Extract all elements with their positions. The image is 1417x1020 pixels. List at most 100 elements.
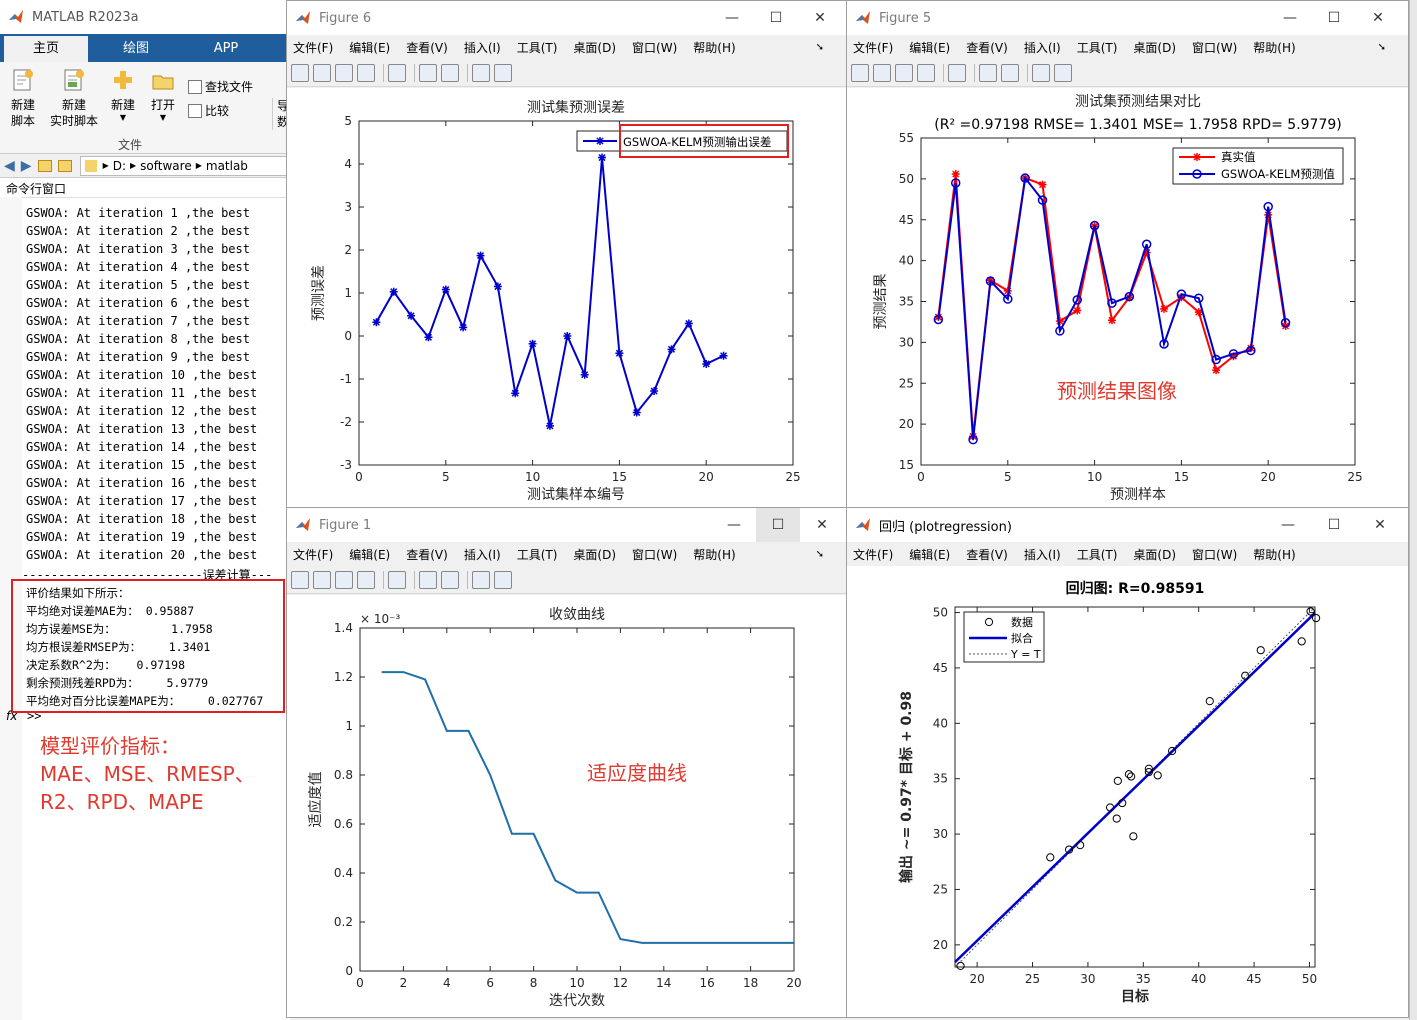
new-figure-icon[interactable] <box>291 570 309 589</box>
print-icon[interactable] <box>357 63 375 82</box>
open-button[interactable]: 打开 ▼ <box>146 68 180 122</box>
property-editor-icon[interactable] <box>494 63 512 82</box>
menu-window[interactable]: 窗口(W) <box>632 547 678 562</box>
path-box[interactable]: ▶ D: ▶ software ▶ matlab <box>79 155 290 176</box>
close-icon[interactable]: ✕ <box>1372 10 1384 26</box>
menu-tools[interactable]: 工具(T) <box>1076 40 1118 55</box>
menu-insert[interactable]: 插入(I) <box>463 40 501 55</box>
menu-desktop[interactable]: 桌面(D) <box>573 40 617 55</box>
menu-window[interactable]: 窗口(W) <box>1192 40 1238 55</box>
close-icon[interactable]: ✕ <box>816 517 828 533</box>
legend-icon[interactable] <box>1001 63 1019 82</box>
chevron-down-icon[interactable]: ➘ <box>1377 41 1386 53</box>
menu-insert[interactable]: 插入(I) <box>463 547 501 562</box>
find-files-button[interactable]: 查找文件 <box>188 78 253 95</box>
menu-desktop[interactable]: 桌面(D) <box>573 547 617 562</box>
true-point <box>951 169 960 178</box>
save-icon[interactable] <box>335 570 353 589</box>
pointer-icon[interactable] <box>472 570 490 589</box>
menu-window[interactable]: 窗口(W) <box>1192 547 1238 562</box>
true-point <box>1073 306 1082 315</box>
menu-file[interactable]: 文件(F) <box>293 40 334 55</box>
maximize-icon[interactable]: ☐ <box>769 10 783 26</box>
colorbar-icon[interactable] <box>419 570 437 589</box>
path-segment[interactable]: software <box>140 158 192 173</box>
menu-file[interactable]: 文件(F) <box>853 547 894 562</box>
legend-icon[interactable] <box>441 570 459 589</box>
tab-apps[interactable]: APP <box>213 41 239 56</box>
property-editor-icon[interactable] <box>1054 63 1072 82</box>
menu-insert[interactable]: 插入(I) <box>1023 40 1061 55</box>
link-plot-icon[interactable] <box>948 63 966 82</box>
minimize-icon[interactable]: — <box>725 10 739 26</box>
data-point <box>1168 746 1177 756</box>
menu-window[interactable]: 窗口(W) <box>632 40 678 55</box>
menu-file[interactable]: 文件(F) <box>853 40 894 55</box>
save-icon[interactable] <box>335 63 353 82</box>
menu-desktop[interactable]: 桌面(D) <box>1133 547 1177 562</box>
open-icon[interactable] <box>873 63 891 82</box>
new-script-button[interactable]: 新建 脚本 <box>6 68 40 129</box>
minimize-icon[interactable]: — <box>1283 10 1297 26</box>
menu-edit[interactable]: 编辑(E) <box>909 547 951 562</box>
menu-view[interactable]: 查看(V) <box>406 40 448 55</box>
browse-folder-icon[interactable] <box>57 159 72 172</box>
print-icon[interactable] <box>917 63 935 82</box>
menu-help[interactable]: 帮助(H) <box>1253 40 1296 55</box>
menu-edit[interactable]: 编辑(E) <box>909 40 951 55</box>
compare-button[interactable]: 比较 <box>188 102 229 119</box>
menu-insert[interactable]: 插入(I) <box>1023 547 1061 562</box>
save-icon[interactable] <box>895 63 913 82</box>
menu-help[interactable]: 帮助(H) <box>1253 547 1296 562</box>
maximize-icon[interactable]: ☐ <box>1327 517 1341 533</box>
maximize-icon[interactable]: ☐ <box>756 508 800 542</box>
print-icon[interactable] <box>357 570 375 589</box>
menu-tools[interactable]: 工具(T) <box>516 547 558 562</box>
menu-tools[interactable]: 工具(T) <box>516 40 558 55</box>
tab-home[interactable]: 主页 <box>4 36 88 62</box>
open-icon[interactable] <box>313 63 331 82</box>
path-segment[interactable]: matlab <box>205 158 248 173</box>
pointer-icon[interactable] <box>472 63 490 82</box>
forward-icon[interactable]: ▶ <box>20 157 32 174</box>
path-segment[interactable]: D: <box>112 158 127 173</box>
property-editor-icon[interactable] <box>494 570 512 589</box>
chevron-down-icon[interactable]: ➘ <box>815 41 824 53</box>
menu-edit[interactable]: 编辑(E) <box>349 40 391 55</box>
link-plot-icon[interactable] <box>388 570 406 589</box>
menu-edit[interactable]: 编辑(E) <box>349 547 391 562</box>
new-figure-icon[interactable] <box>291 63 309 82</box>
menu-view[interactable]: 查看(V) <box>966 547 1008 562</box>
menu-file[interactable]: 文件(F) <box>293 547 334 562</box>
command-prompt[interactable]: >> <box>27 709 42 723</box>
new-button[interactable]: 新建 ▼ <box>106 68 140 122</box>
colorbar-icon[interactable] <box>419 63 437 82</box>
legend-icon[interactable] <box>441 63 459 82</box>
command-window[interactable]: GSWOA: At iteration 1 ,the best GSWOA: At… <box>22 197 290 1020</box>
close-icon[interactable]: ✕ <box>1374 517 1386 533</box>
close-icon[interactable]: ✕ <box>814 10 826 26</box>
menu-help[interactable]: 帮助(H) <box>693 40 736 55</box>
menu-tools[interactable]: 工具(T) <box>1076 547 1118 562</box>
minimize-icon[interactable]: — <box>727 517 741 533</box>
menu-view[interactable]: 查看(V) <box>406 547 448 562</box>
up-folder-icon[interactable] <box>37 159 52 172</box>
chevron-down-icon[interactable]: ➘ <box>815 548 824 560</box>
open-icon[interactable] <box>313 570 331 589</box>
colorbar-icon[interactable] <box>979 63 997 82</box>
back-icon[interactable]: ◀ <box>4 157 15 174</box>
y-tick-label: 20 <box>933 938 948 952</box>
menu-help[interactable]: 帮助(H) <box>693 547 736 562</box>
link-plot-icon[interactable] <box>388 63 406 82</box>
new-figure-icon[interactable] <box>851 63 869 82</box>
new-live-script-button[interactable]: 新建 实时脚本 <box>48 68 100 129</box>
error-point <box>528 339 537 348</box>
y-axis-label: 适应度值 <box>307 772 324 828</box>
menu-desktop[interactable]: 桌面(D) <box>1133 40 1177 55</box>
maximize-icon[interactable]: ☐ <box>1327 10 1341 26</box>
x-tick-label: 20 <box>970 972 985 986</box>
minimize-icon[interactable]: — <box>1281 517 1295 533</box>
pointer-icon[interactable] <box>1032 63 1050 82</box>
menu-view[interactable]: 查看(V) <box>966 40 1008 55</box>
tab-plots[interactable]: 绘图 <box>122 41 149 56</box>
